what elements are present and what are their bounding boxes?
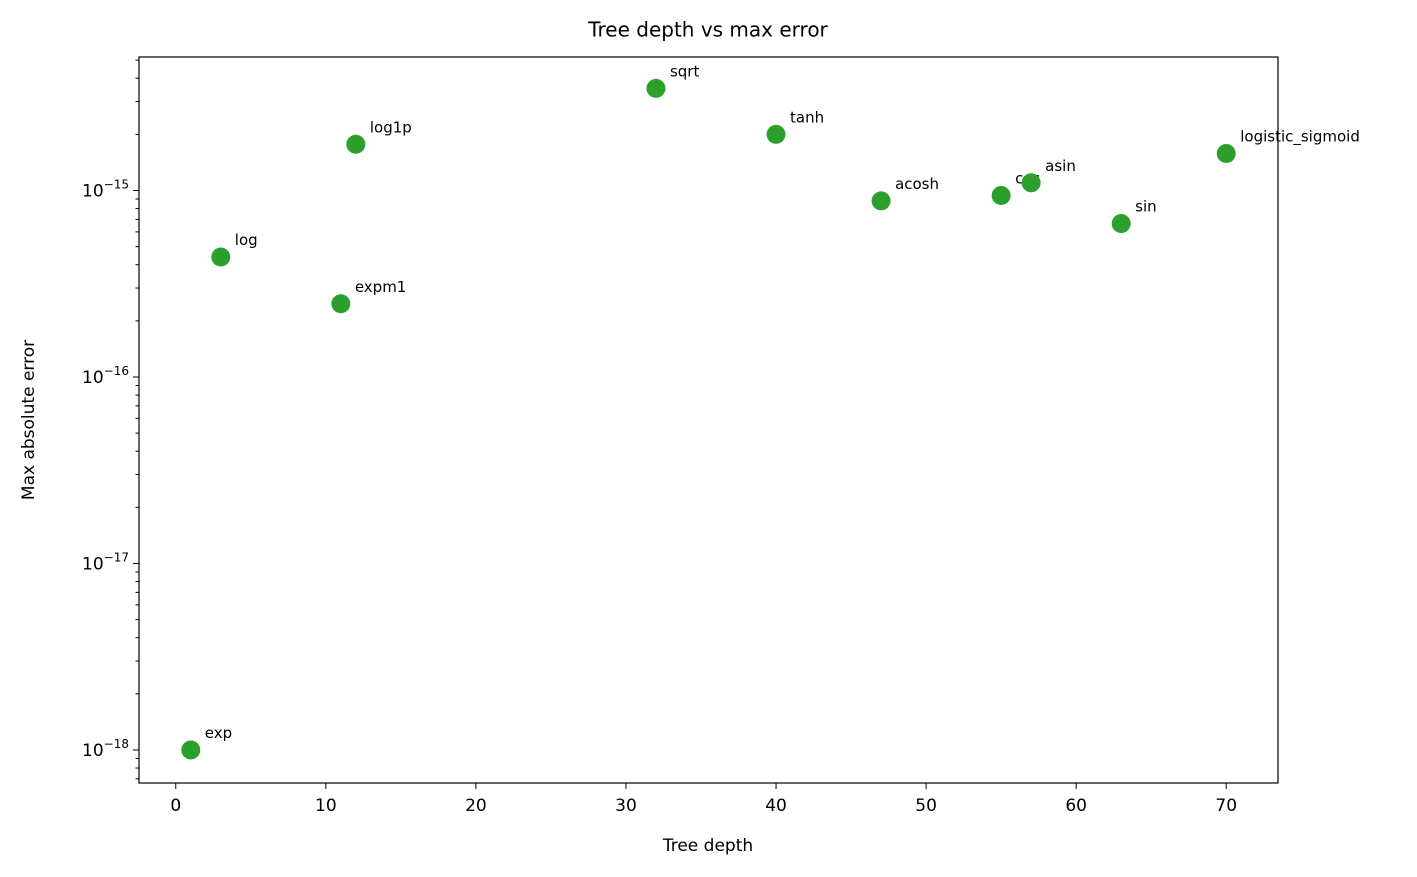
y-tick-label: 10−18 xyxy=(82,737,129,761)
point-label: expm1 xyxy=(355,278,407,296)
point-label: sqrt xyxy=(670,62,700,80)
point xyxy=(646,78,666,98)
point-label: tanh xyxy=(790,108,824,126)
point xyxy=(1021,173,1041,193)
plot-frame xyxy=(138,56,1279,784)
point xyxy=(991,186,1011,206)
point xyxy=(211,247,231,267)
point-label: log1p xyxy=(370,118,412,136)
x-tick-label: 50 xyxy=(915,796,937,816)
x-tick-label: 30 xyxy=(615,796,637,816)
y-tick-label: 10−16 xyxy=(82,364,129,388)
y-axis-label: Max absolute error xyxy=(19,340,39,500)
point-label: exp xyxy=(205,724,232,742)
x-tick-label: 20 xyxy=(465,796,487,816)
point xyxy=(331,294,351,314)
point xyxy=(1111,214,1131,234)
point-label: logistic_sigmoid xyxy=(1240,127,1360,146)
point-label: sin xyxy=(1135,198,1157,216)
x-tick-label: 10 xyxy=(315,796,337,816)
y-tick-label: 10−15 xyxy=(82,178,129,202)
x-axis-label: Tree depth xyxy=(662,836,753,856)
y-tick-label: 10−17 xyxy=(82,550,129,574)
point xyxy=(871,191,891,211)
chart-title: Tree depth vs max error xyxy=(587,18,828,42)
x-tick-label: 60 xyxy=(1065,796,1087,816)
x-tick-label: 70 xyxy=(1215,796,1237,816)
x-tick-label: 40 xyxy=(765,796,787,816)
x-tick-label: 0 xyxy=(170,796,181,816)
point-label: log xyxy=(235,231,258,249)
point-label: asin xyxy=(1045,157,1076,175)
point xyxy=(181,740,201,760)
point-label: acosh xyxy=(895,175,939,193)
point xyxy=(1216,143,1236,163)
point xyxy=(766,124,786,144)
point xyxy=(346,134,366,154)
